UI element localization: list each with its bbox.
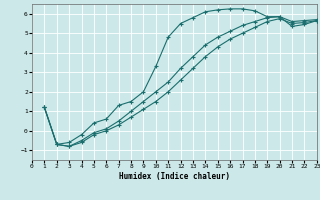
X-axis label: Humidex (Indice chaleur): Humidex (Indice chaleur)	[119, 172, 230, 181]
